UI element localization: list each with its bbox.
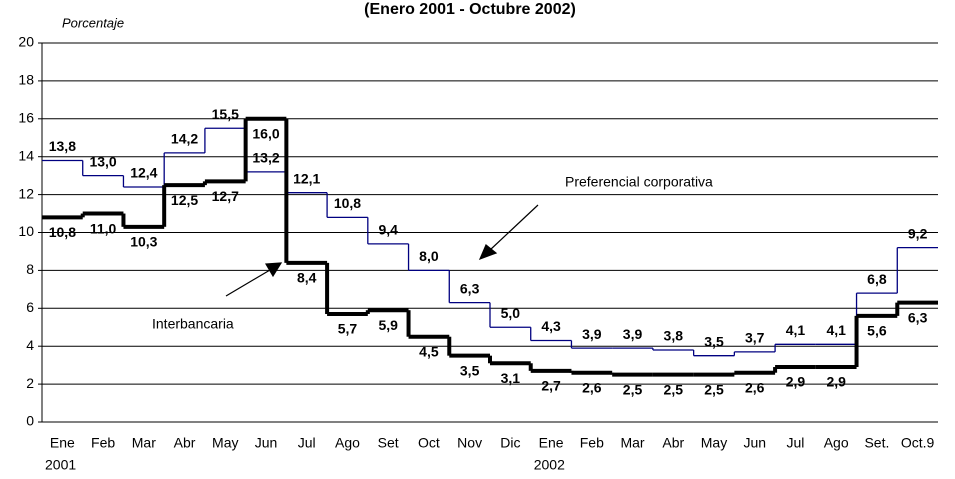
data-label: 10,8 [334, 195, 361, 211]
x-tick-label: Oct [418, 435, 440, 451]
x-tick-label: Jun [743, 435, 766, 451]
data-label: 16,0 [252, 126, 279, 142]
series-annotation: Preferencial corporativa [565, 174, 713, 190]
data-label: 4,1 [826, 322, 846, 338]
data-label: 3,1 [501, 370, 521, 386]
arrow-line [489, 204, 539, 251]
y-tick-label: 18 [18, 72, 34, 88]
x-tick-label: May [701, 435, 727, 451]
data-label: 5,0 [501, 305, 521, 321]
x-tick-label: Jul [787, 435, 805, 451]
x-tick-label: Mar [132, 435, 156, 451]
data-label: 2,6 [582, 379, 602, 395]
y-tick-label: 6 [26, 299, 34, 315]
data-label: 2,5 [704, 381, 724, 397]
data-label: 13,0 [89, 153, 116, 169]
y-tick-label: 10 [18, 223, 34, 239]
data-label: 6,8 [867, 271, 887, 287]
x-tick-label: Feb [91, 435, 115, 451]
arrow-line [225, 269, 271, 297]
y-tick-label: 4 [26, 337, 34, 353]
data-label: 13,8 [49, 138, 76, 154]
data-label: 3,7 [745, 330, 765, 346]
x-tick-label: Jun [255, 435, 278, 451]
x-tick-label: Feb [580, 435, 604, 451]
y-tick-label: 2 [26, 375, 34, 391]
data-label: 10,8 [49, 224, 76, 240]
y-axis-label: Porcentaje [62, 15, 124, 30]
y-tick-label: 20 [18, 34, 34, 50]
data-label: 8,0 [419, 248, 439, 264]
x-tick-label: Ene [539, 435, 564, 451]
x-tick-label: Oct.9 [901, 435, 935, 451]
data-label: 5,6 [867, 323, 887, 339]
chart-title: (Enero 2001 - Octubre 2002) [364, 1, 576, 18]
x-tick-label: Dic [500, 435, 520, 451]
data-label: 10,3 [130, 234, 157, 250]
data-label: 12,7 [212, 188, 239, 204]
x-year-label: 2002 [534, 457, 565, 473]
data-label: 12,5 [171, 192, 198, 208]
arrows [225, 204, 539, 297]
data-label: 12,1 [293, 170, 320, 186]
data-label: 5,9 [378, 317, 398, 333]
data-label: 11,0 [90, 220, 117, 236]
arrow-head [478, 244, 498, 261]
data-label: 8,4 [297, 270, 317, 286]
data-label: 13,2 [252, 150, 279, 166]
data-label: 2,5 [664, 381, 684, 397]
y-tick-label: 8 [26, 261, 34, 277]
data-label: 2,5 [623, 381, 643, 397]
x-tick-label: Ene [50, 435, 75, 451]
data-label: 2,9 [786, 374, 806, 390]
y-tick-label: 16 [18, 110, 34, 126]
data-label: 3,5 [704, 333, 724, 349]
data-label: 2,9 [826, 374, 846, 390]
x-tick-label: Abr [174, 435, 196, 451]
data-label: 3,9 [582, 326, 602, 342]
data-label: 3,9 [623, 326, 643, 342]
x-tick-label: Abr [662, 435, 684, 451]
x-tick-label: Set. [864, 435, 889, 451]
x-tick-label: May [212, 435, 238, 451]
x-year-label: 2001 [45, 457, 76, 473]
x-tick-label: Mar [620, 435, 644, 451]
data-label: 5,7 [338, 321, 358, 337]
data-label: 9,2 [908, 225, 928, 241]
data-label: 6,3 [908, 309, 928, 325]
series-annotation: Interbancaria [152, 316, 234, 332]
x-tick-label: Set [378, 435, 399, 451]
data-label: 3,8 [664, 328, 684, 344]
x-tick-label: Jul [298, 435, 316, 451]
y-tick-label: 0 [26, 413, 34, 429]
data-label: 9,4 [378, 222, 398, 238]
y-tick-label: 14 [18, 147, 34, 163]
data-label: 12,4 [130, 165, 157, 181]
data-label: 4,1 [786, 322, 806, 338]
y-tick-label: 12 [18, 185, 34, 201]
x-tick-label: Ago [335, 435, 360, 451]
data-label: 2,7 [541, 378, 561, 394]
data-label: 4,3 [541, 318, 561, 334]
data-label: 4,5 [419, 343, 439, 359]
data-label: 14,2 [171, 131, 198, 147]
arrow-head [264, 262, 283, 278]
data-label: 15,5 [212, 106, 239, 122]
x-tick-label: Nov [457, 435, 482, 451]
x-tick-label: Ago [824, 435, 849, 451]
data-label: 3,5 [460, 362, 480, 378]
data-label: 2,6 [745, 379, 765, 395]
data-label: 6,3 [460, 280, 480, 296]
